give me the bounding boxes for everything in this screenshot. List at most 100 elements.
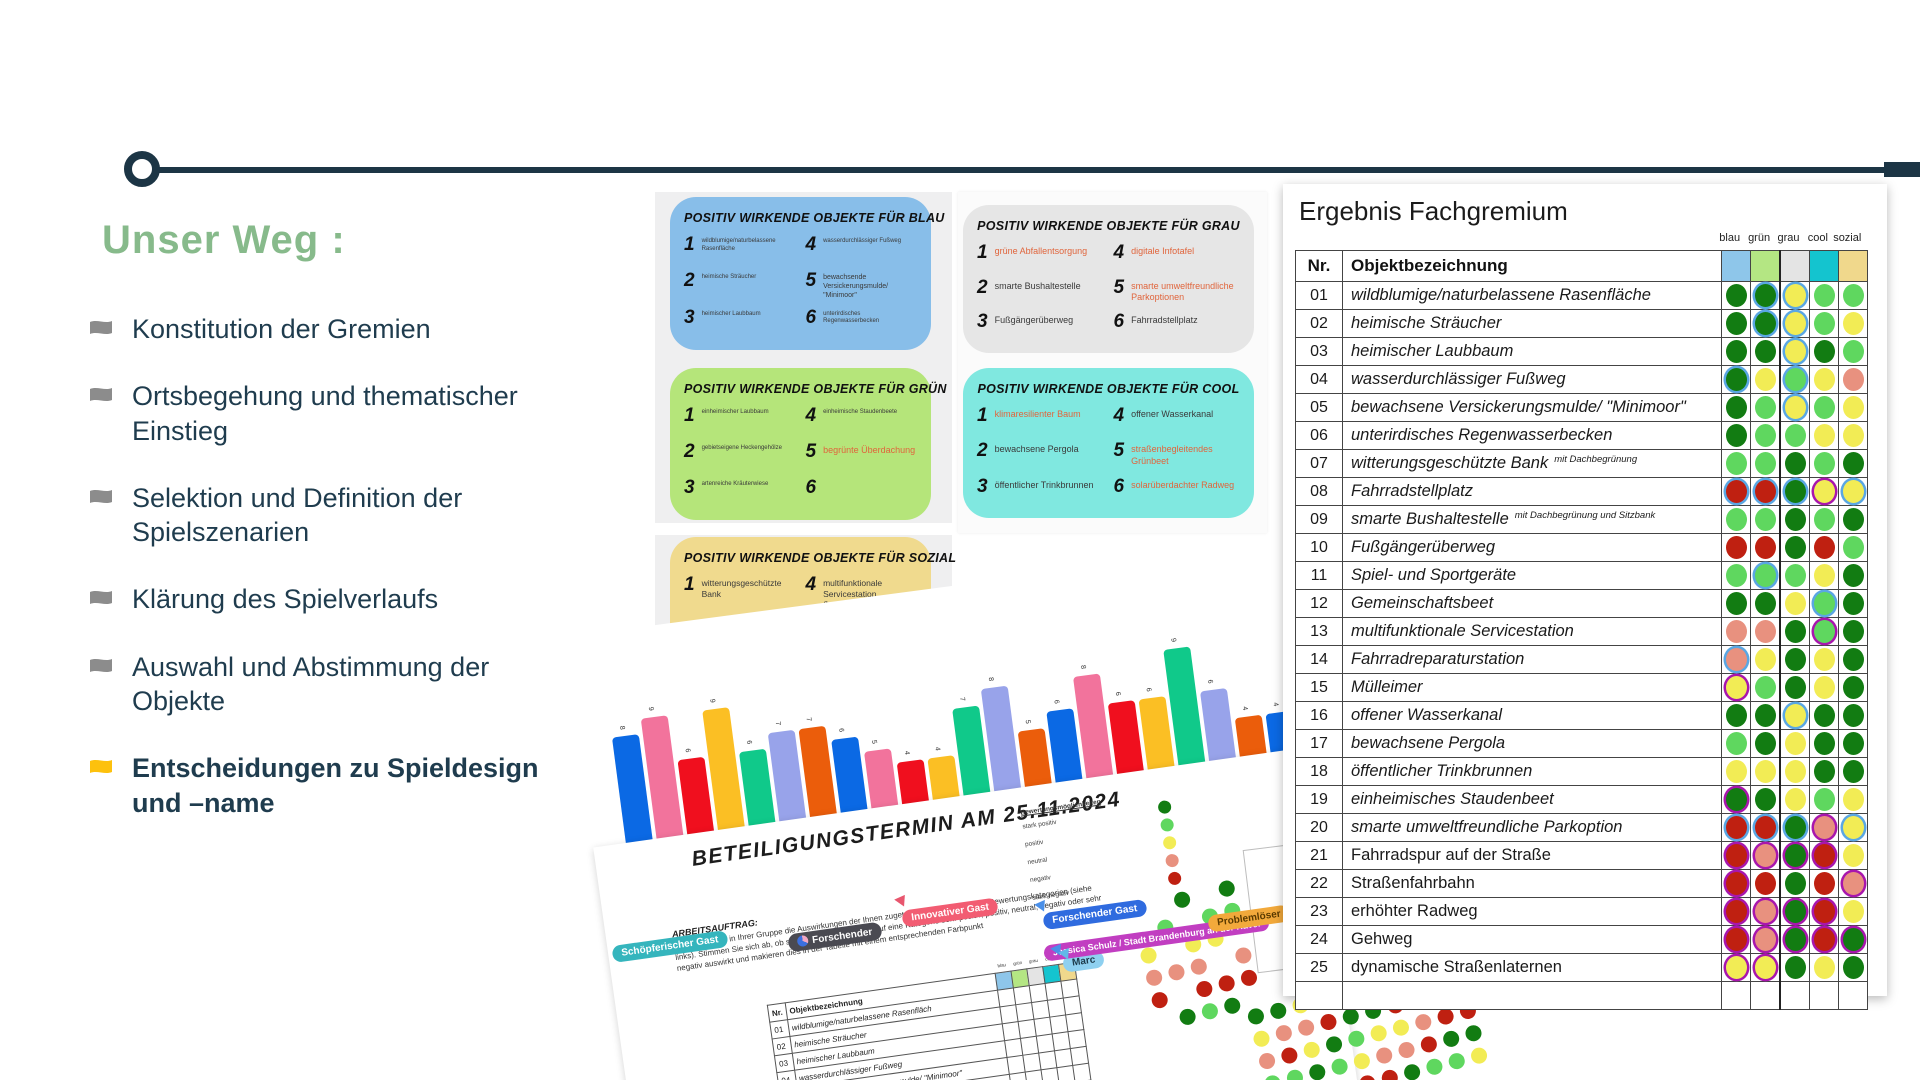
card-item: 1 klimaresilienter Baum: [977, 406, 1104, 435]
row-number: 09: [1295, 505, 1343, 534]
card-item-text: bewachsene Pergola: [994, 444, 1079, 455]
card-item-number: 2: [684, 441, 695, 462]
card-item-number: 2: [977, 276, 988, 298]
vote-dot: [1138, 945, 1159, 966]
rating-dot: [1842, 676, 1864, 699]
vote-dot: [1216, 973, 1237, 994]
category-label: sozial: [1833, 232, 1862, 244]
card-item: 2 bewachsene Pergola: [977, 441, 1104, 470]
vote-dot: [1166, 962, 1187, 982]
row-number: 07: [1295, 449, 1343, 478]
vote-dot: [1419, 1034, 1439, 1055]
rating-dot: [1784, 592, 1806, 615]
row-object-name: Gehweg: [1342, 925, 1722, 954]
timeline-marker-circle: [124, 151, 160, 187]
row-object-name: Fahrradspur auf der Straße: [1342, 841, 1722, 870]
card-item-text: begrünte Überdachung: [823, 445, 916, 455]
rating-dot: [1842, 480, 1864, 503]
rating-dot: [1784, 648, 1806, 671]
rating-dot: [1813, 872, 1835, 895]
agenda-list: Konstitution der Gremien Ortsbegehung und…: [88, 312, 588, 820]
chart-bar-value: 7: [804, 716, 812, 722]
card-item-text: smarte umweltfreundliche Parkoptionen: [1131, 280, 1234, 302]
card-item-text: gebietseigene Heckengehölze: [701, 445, 782, 451]
rating-dot: [1784, 816, 1806, 839]
rating-dot: [1784, 340, 1806, 363]
chart-bar-value: 9: [646, 706, 655, 711]
result-panel: Ergebnis Fachgremium blau grün grau cool soz…: [1283, 184, 1887, 1010]
table-row: 14 Fahrradreparaturstation: [1295, 645, 1868, 674]
chart-bar-value: 4: [933, 746, 941, 752]
rating-dot: [1784, 312, 1806, 335]
card-item: 3 Fußgängerüberweg: [977, 312, 1104, 341]
rating-dot: [1813, 732, 1835, 755]
legend-dot: [1167, 871, 1183, 886]
card-item-text: unterirdisches Regenwasserbecken: [823, 310, 880, 325]
chart-bar-value: 8: [1079, 664, 1087, 670]
chart-bar-value: 6: [1113, 691, 1122, 697]
chart-bar-value: 6: [1052, 699, 1060, 705]
row-object-name: smarte Bushaltestelle mit Dachbegrünung u…: [1342, 505, 1722, 534]
rating-dot: [1813, 340, 1835, 363]
chart-bar-value: 7: [773, 720, 782, 726]
table-row: 25 dynamische Straßenlaternen: [1295, 953, 1868, 982]
row-object-name: Straßenfahrbahn: [1342, 869, 1722, 898]
rating-dot: [1842, 788, 1864, 811]
agenda-step-label: Entscheidungen zu Spieldesign und –name: [132, 753, 539, 818]
chart-bar-value: 6: [1144, 687, 1152, 693]
card-item-number: 1: [684, 234, 695, 255]
table-row: 13 multifunktionale Servicestation: [1295, 617, 1868, 646]
rating-dot: [1842, 312, 1864, 335]
vote-dot: [1268, 1001, 1288, 1021]
rating-dot: [1725, 956, 1747, 979]
table-row: 02 heimische Sträucher: [1295, 309, 1868, 338]
card-item: 3 heimischer Laubbaum: [684, 308, 796, 338]
row-object-name: heimischer Laubbaum: [1342, 337, 1722, 366]
vote-dot: [1346, 1029, 1367, 1049]
timeline-line: [143, 167, 1920, 173]
vote-dot: [1463, 1023, 1484, 1043]
rating-dot: [1725, 396, 1747, 419]
rating-dot: [1754, 760, 1776, 783]
rating-dot: [1784, 676, 1806, 699]
row-object-name: Gemeinschaftsbeet: [1342, 589, 1722, 618]
table-row: 05 bewachsene Versickerungsmulde/ "Minimo…: [1295, 393, 1868, 422]
rating-dot: [1784, 536, 1806, 559]
card-item-text: straßenbegleitendes Grünbeet: [1131, 444, 1213, 466]
card-item: 3 öffentlicher Trinkbrunnen: [977, 477, 1104, 506]
rating-dot: [1784, 788, 1806, 811]
rating-dot: [1842, 564, 1864, 587]
rating-dot: [1842, 956, 1864, 979]
card-item-text: öffentlicher Trinkbrunnen: [994, 479, 1094, 490]
rating-dot: [1754, 592, 1776, 615]
card-title: POSITIV WIRKENDE OBJEKTE FÜR BLAU: [684, 211, 945, 225]
vote-dot: [1469, 1045, 1489, 1066]
rating-dot: [1813, 396, 1835, 419]
row-number: 12: [1295, 589, 1343, 618]
card-item-text: einheimischer Laubbaum: [701, 409, 769, 415]
vote-dot: [1380, 1068, 1400, 1080]
row-number: 22: [1295, 869, 1343, 898]
row-object-name: wildblumige/naturbelassene Rasenfläche: [1342, 281, 1722, 310]
card-item-text: Fahrradstellplatz: [1131, 315, 1198, 326]
vote-dot: [1318, 1012, 1339, 1032]
rating-dot: [1725, 508, 1747, 531]
rating-dot: [1725, 620, 1747, 643]
chart-bar-value: 5: [869, 739, 878, 744]
rating-dot: [1754, 844, 1776, 867]
chart-bar-value: 9: [1169, 637, 1177, 643]
table-row: 17 bewachsene Pergola: [1295, 729, 1868, 758]
card-item: 4 einheimische Staudenbeete: [806, 406, 918, 436]
rating-dot: [1725, 900, 1747, 923]
rating-dot: [1725, 592, 1747, 615]
row-object-name: bewachsene Versickerungsmulde/ "Minimoor…: [1342, 393, 1722, 422]
card-item: 6: [806, 478, 918, 508]
rating-dot: [1813, 900, 1835, 923]
rating-dot: [1842, 704, 1864, 727]
card-item-text: witterungsgeschützte Bank: [701, 578, 782, 599]
rating-dot: [1754, 620, 1776, 643]
vote-dot: [1262, 1073, 1283, 1080]
rating-dot: [1813, 704, 1835, 727]
rating-dot: [1725, 760, 1747, 783]
vote-dot: [1246, 1006, 1266, 1027]
